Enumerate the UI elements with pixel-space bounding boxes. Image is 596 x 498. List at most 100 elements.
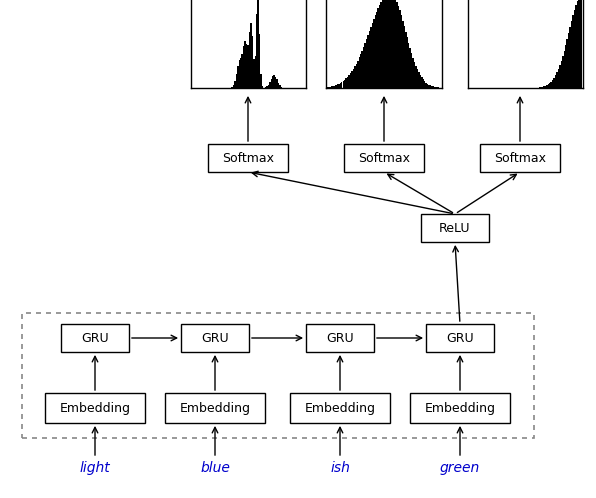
Bar [417, 69, 418, 88]
Bar [328, 87, 330, 88]
Bar [545, 86, 546, 88]
Bar [408, 43, 409, 88]
Bar [274, 75, 275, 88]
Bar [551, 82, 552, 88]
Bar [574, 10, 575, 88]
Bar [253, 59, 254, 88]
Bar [564, 51, 565, 88]
Bar [334, 86, 335, 88]
Bar [399, 10, 401, 88]
Bar [421, 214, 489, 242]
Bar [306, 324, 374, 352]
Bar [22, 313, 534, 438]
Bar [335, 85, 337, 88]
Bar [569, 27, 571, 88]
Text: Embedding: Embedding [305, 401, 375, 414]
Bar [346, 78, 347, 88]
Bar [549, 83, 551, 88]
Bar [237, 66, 238, 88]
Text: GRU: GRU [201, 332, 229, 345]
Bar [415, 66, 417, 88]
Bar [277, 80, 278, 88]
Bar [392, 0, 393, 88]
Bar [269, 82, 271, 88]
Bar [240, 58, 241, 88]
Bar [405, 32, 406, 88]
Text: Softmax: Softmax [494, 151, 546, 164]
Bar [338, 84, 340, 88]
Bar [344, 144, 424, 172]
Bar [409, 48, 411, 88]
Bar [363, 47, 364, 88]
Bar [250, 22, 252, 88]
Bar [350, 73, 351, 88]
Bar [421, 78, 423, 88]
Bar [578, 0, 579, 88]
Bar [395, 0, 396, 88]
Bar [559, 65, 561, 88]
Bar [327, 87, 328, 88]
Bar [546, 85, 548, 88]
Text: ish: ish [330, 461, 350, 475]
Bar [367, 35, 369, 88]
Bar [331, 86, 333, 88]
Bar [347, 77, 348, 88]
Bar [433, 87, 434, 88]
Bar [571, 21, 572, 88]
Bar [257, 0, 259, 88]
Bar [268, 85, 269, 88]
Bar [548, 84, 549, 88]
Bar [406, 37, 408, 88]
Text: Embedding: Embedding [424, 401, 495, 414]
Bar [582, 0, 584, 88]
Bar [561, 61, 562, 88]
Bar [234, 81, 235, 88]
Bar [366, 39, 367, 88]
Bar [290, 393, 390, 423]
Bar [340, 83, 341, 88]
Bar [249, 32, 250, 88]
Bar [374, 15, 376, 88]
Bar [410, 393, 510, 423]
Bar [568, 33, 569, 88]
Bar [341, 82, 343, 88]
Bar [243, 46, 244, 88]
Bar [539, 87, 540, 88]
Bar [390, 0, 392, 88]
Bar [357, 61, 359, 88]
Bar [429, 85, 430, 88]
Text: Softmax: Softmax [222, 151, 274, 164]
Text: Embedding: Embedding [179, 401, 250, 414]
Bar [364, 43, 366, 88]
Bar [356, 64, 357, 88]
Bar [272, 76, 274, 88]
Bar [337, 85, 338, 88]
Bar [403, 26, 405, 88]
Bar [377, 8, 379, 88]
Bar [566, 39, 568, 88]
Text: blue: blue [200, 461, 230, 475]
Bar [271, 79, 272, 88]
Text: Saturation: Saturation [347, 76, 420, 90]
Bar [423, 80, 424, 88]
Bar [432, 86, 433, 88]
Bar [554, 78, 555, 88]
Bar [579, 0, 581, 88]
Bar [259, 34, 260, 88]
Bar [252, 36, 253, 88]
Bar [208, 144, 288, 172]
Bar [260, 74, 262, 88]
Bar [370, 27, 372, 88]
Bar [426, 83, 427, 88]
Text: GRU: GRU [81, 332, 109, 345]
Bar [414, 62, 415, 88]
Bar [383, 0, 384, 88]
Bar [246, 44, 247, 88]
Bar [256, 14, 257, 88]
Bar [373, 19, 374, 88]
Bar [361, 51, 363, 88]
Bar [572, 15, 574, 88]
Bar [238, 60, 240, 88]
Bar [552, 80, 553, 88]
Text: green: green [440, 461, 480, 475]
